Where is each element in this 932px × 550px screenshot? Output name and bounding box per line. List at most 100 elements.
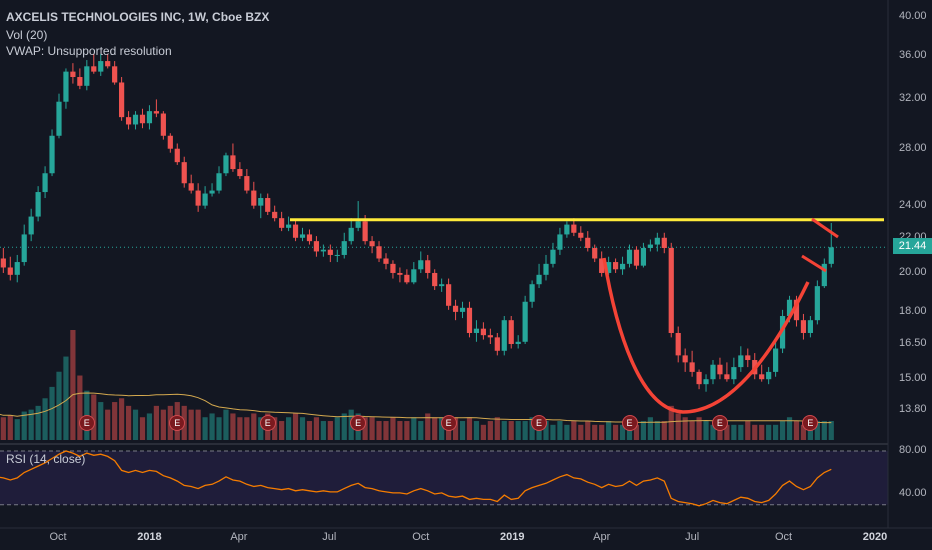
candle — [265, 193, 271, 215]
earnings-marker[interactable]: E — [169, 415, 186, 431]
candle-body — [125, 117, 132, 125]
earnings-marker[interactable]: E — [350, 415, 367, 431]
volume-bar — [223, 409, 229, 440]
candle — [585, 231, 591, 252]
candle-body — [793, 299, 800, 321]
volume-legend[interactable]: Vol (20) — [6, 28, 48, 42]
volume-bar — [21, 411, 27, 440]
candle — [557, 227, 563, 255]
candle — [550, 242, 556, 268]
candle — [188, 174, 194, 194]
earnings-marker[interactable]: E — [802, 415, 819, 431]
volume-bar — [759, 424, 765, 440]
volume-bar — [612, 424, 619, 440]
vwap-legend[interactable]: VWAP: Unsupported resolution — [6, 44, 172, 58]
earnings-marker[interactable]: E — [531, 415, 548, 431]
flag-lower-annotation[interactable] — [801, 254, 827, 273]
volume-bar — [383, 421, 389, 440]
earnings-marker[interactable]: E — [711, 415, 728, 431]
candle — [105, 53, 111, 69]
candle-body — [91, 66, 97, 72]
candle — [216, 166, 222, 194]
candle-body — [640, 247, 647, 266]
candle — [411, 262, 417, 285]
candle-body — [279, 218, 285, 228]
candle — [14, 254, 20, 283]
candle-body — [132, 114, 139, 125]
candle — [703, 374, 709, 392]
candle — [640, 242, 647, 268]
volume-bar — [237, 417, 243, 440]
volume-bar — [682, 417, 688, 440]
volume-bar — [738, 424, 744, 440]
volume-bar — [724, 424, 730, 440]
volume-bar — [515, 421, 521, 440]
candle-body — [167, 135, 173, 149]
candle — [647, 239, 653, 252]
candle-body — [501, 320, 507, 351]
volume-bar — [522, 421, 528, 440]
candle-body — [800, 320, 807, 333]
candle-body — [28, 216, 34, 235]
cup-annotation[interactable] — [602, 257, 810, 414]
volume-bar — [752, 424, 758, 440]
candle — [682, 348, 688, 372]
candle — [696, 369, 702, 390]
candle-body — [592, 247, 598, 259]
candle-body — [529, 284, 535, 302]
candle — [209, 183, 215, 197]
candle — [418, 251, 424, 273]
earnings-marker[interactable]: E — [440, 415, 457, 431]
volume-bar — [216, 417, 222, 440]
volume-bar — [42, 398, 48, 440]
candle — [821, 258, 827, 289]
time-tick-label: Jul — [322, 531, 337, 543]
candle — [828, 222, 834, 268]
price-tick-label: 28.00 — [899, 141, 927, 154]
candle — [167, 133, 173, 153]
candle-body — [494, 337, 500, 351]
volume-bar — [828, 421, 834, 440]
earnings-marker[interactable]: E — [621, 415, 638, 431]
candle — [112, 61, 118, 85]
candle — [272, 205, 278, 222]
volume-bar — [807, 424, 813, 440]
candle — [404, 269, 410, 285]
candle — [390, 260, 396, 279]
candle-body — [139, 114, 146, 124]
candle — [49, 129, 55, 177]
earnings-marker[interactable]: E — [259, 415, 276, 431]
candle — [766, 367, 772, 385]
candle — [668, 242, 674, 338]
candle — [738, 346, 744, 372]
candle-body — [703, 379, 709, 385]
candle — [522, 295, 528, 345]
candle — [334, 249, 340, 263]
symbol-legend[interactable]: AXCELIS TECHNOLOGIES INC, 1W, Cboe BZX — [6, 10, 270, 24]
candle-body — [536, 274, 542, 285]
candle — [731, 357, 737, 385]
candle — [153, 99, 159, 118]
candle-body — [557, 234, 563, 250]
flag-upper-annotation[interactable] — [811, 217, 839, 239]
volume-bar — [195, 409, 201, 440]
candle-body — [626, 249, 633, 264]
candle-body — [313, 241, 320, 252]
volume-bar — [571, 421, 577, 440]
candle-body — [522, 301, 528, 342]
volume-bar — [244, 417, 250, 440]
volume-bar — [661, 421, 667, 440]
earnings-marker[interactable]: E — [78, 415, 95, 431]
candle-body — [341, 241, 347, 255]
candle — [807, 316, 813, 338]
candle-body — [439, 284, 445, 287]
candle-body — [550, 249, 556, 264]
rsi-legend[interactable]: RSI (14, close) — [6, 452, 86, 466]
candle — [689, 350, 695, 377]
candle-body — [814, 286, 820, 321]
rsi-tick-label: 40.00 — [899, 487, 927, 499]
candle — [529, 280, 535, 308]
price-tick-label: 18.00 — [899, 304, 927, 317]
